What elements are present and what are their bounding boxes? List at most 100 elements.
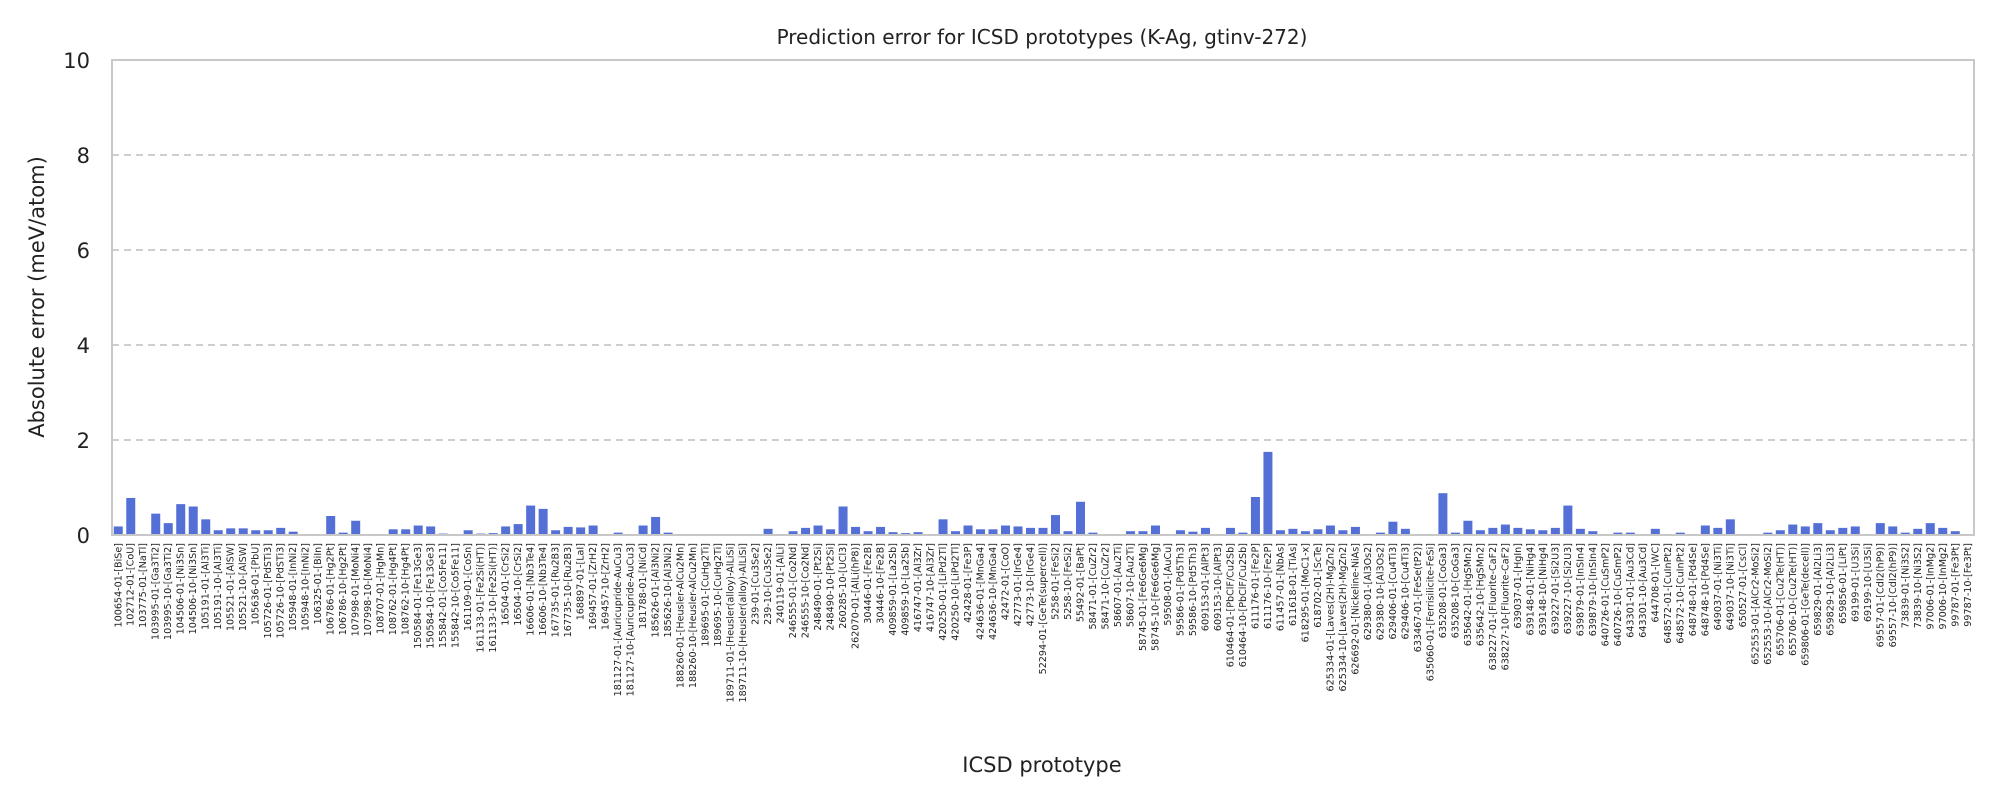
- x-tick-label: 155842-01-[Co5Fe11]: [438, 543, 449, 648]
- x-tick-label: 652553-01-[AlCr2-MoSi2]: [1750, 543, 1761, 665]
- x-tick-label: 58471-01-[CuZr2]: [1088, 543, 1099, 630]
- bar: [1263, 451, 1273, 536]
- x-tick-label: 626692-01-[Nickeline-NiAs]: [1350, 543, 1361, 675]
- x-tick-label: 181127-01-[Auricupride-AuCu3]: [613, 543, 624, 696]
- bar: [913, 532, 923, 535]
- y-tick-label: 8: [77, 144, 90, 168]
- x-tick-label: 639879-01-[InSIn4]: [1575, 543, 1586, 636]
- bar: [501, 526, 511, 535]
- x-tick-label: 240119-01-[AlLi]: [776, 543, 787, 623]
- x-tick-label: 610464-01-[PbClF/Cu2Sb]: [1225, 543, 1236, 667]
- x-tick-label: 73839-10-[Ni3S2]: [1913, 543, 1924, 628]
- x-tick-label: 103775-01-[NaTl]: [138, 543, 149, 628]
- x-tick-label: 167735-01-[Ru2B3]: [551, 543, 562, 637]
- bar: [1013, 526, 1023, 535]
- bar: [1475, 530, 1485, 535]
- x-tick-label: 655706-01-[Cu2Te(HT)]: [1775, 543, 1786, 656]
- x-tick-label: 262070-01-[AlLi(hP8)]: [851, 543, 862, 649]
- bar: [176, 504, 186, 536]
- x-tick-label: 189711-01-[Heusler(alloy)-AlLiSi]: [726, 543, 737, 702]
- x-tick-label: 611176-01-[Fe2P]: [1250, 543, 1261, 629]
- x-tick-label: 659829-01-[Al2Li3]: [1813, 543, 1824, 636]
- x-tick-label: 416747-01-[Al3Zr]: [913, 543, 924, 632]
- x-tick-label: 42428-01-[Fe3P]: [963, 543, 974, 623]
- x-tick-label: 635642-01-[HgSMn2]: [1463, 543, 1474, 646]
- x-tick-label: 189695-10-[CuHg2Ti]: [713, 543, 724, 647]
- x-tick-label: 105191-10-[Al3Ti]: [213, 543, 224, 630]
- x-tick-label: 97006-01-[InMg2]: [1925, 543, 1936, 630]
- x-tick-label: 625334-01-[Laves(2H)-MgZn2]: [1325, 543, 1336, 691]
- x-tick-label: 105521-10-[AlSW]: [238, 543, 249, 631]
- bar: [1088, 532, 1098, 536]
- bar: [888, 532, 898, 535]
- bar: [1550, 527, 1560, 536]
- x-tick-label: 150584-10-[Fe13Ge3]: [426, 543, 437, 649]
- y-tick-label: 10: [63, 49, 90, 73]
- x-tick-label: 648748-01-[Pd4Se]: [1688, 543, 1699, 636]
- bar: [576, 527, 586, 535]
- x-tick-label: 161133-10-[Fe2Si(HT)]: [488, 543, 499, 653]
- bar: [238, 528, 248, 535]
- bar: [1300, 531, 1310, 535]
- bar: [1225, 527, 1235, 536]
- bar: [226, 528, 236, 535]
- bar: [538, 508, 548, 536]
- x-tick-label: 102712-01-[CoU]: [126, 543, 137, 626]
- x-tick-label: 648748-10-[Pd4Se]: [1700, 543, 1711, 636]
- x-tick-label: 188260-10-[Heusler-AlCu2Mn]: [688, 543, 699, 688]
- bar: [263, 530, 273, 535]
- x-tick-label: 185626-01-[Al3Ni2]: [651, 543, 662, 638]
- x-tick-label: 30446-01-[Fe2B]: [863, 543, 874, 624]
- y-axis-label: Absolute error (meV/atom): [25, 156, 49, 438]
- bar: [113, 526, 123, 535]
- x-tick-label: 635208-01-[CoGa3]: [1438, 543, 1449, 638]
- bar: [213, 530, 223, 535]
- bar: [1325, 525, 1335, 535]
- x-tick-label: 640726-01-[CuSmP2]: [1600, 543, 1611, 646]
- x-tick-label: 69199-01-[U3Si]: [1850, 543, 1861, 622]
- x-tick-label: 609153-10-[AlPt3]: [1213, 543, 1224, 631]
- bar: [1388, 521, 1398, 535]
- x-tick-label: 655706-10-[Cu2Te(HT)]: [1788, 543, 1799, 656]
- bar: [276, 527, 286, 536]
- bar: [1950, 531, 1960, 535]
- x-tick-label: 107998-10-[MoNi4]: [363, 543, 374, 636]
- x-tick-label: 638227-01-[Fluorite-CaF2]: [1488, 543, 1499, 670]
- x-tick-label: 42773-01-[IrGe4]: [1013, 543, 1024, 626]
- bar: [1400, 528, 1410, 535]
- x-tick-label: 640726-10-[CuSmP2]: [1613, 543, 1624, 646]
- bar: [463, 530, 473, 535]
- bar: [251, 530, 261, 535]
- bar: [863, 531, 873, 535]
- x-tick-label: 105726-01-[PdSTi3]: [263, 543, 274, 639]
- x-tick-label: 629380-10-[Al3Os2]: [1375, 543, 1386, 640]
- bar: [1813, 523, 1823, 536]
- bar: [1825, 530, 1835, 535]
- bar: [513, 524, 523, 535]
- x-tick-label: 409859-01-[La2Sb]: [888, 543, 899, 636]
- x-tick-label: 648572-01-[CuInPt2]: [1663, 543, 1674, 644]
- bar: [1775, 530, 1785, 535]
- x-tick-label: 59586-10-[Pd5Th3]: [1188, 543, 1199, 636]
- x-tick-label: 610464-10-[PbClF/Cu2Sb]: [1238, 543, 1249, 667]
- bar: [526, 505, 536, 535]
- x-tick-label: 5258-01-[FeSi2]: [1051, 543, 1062, 620]
- x-tick-label: 30446-10-[Fe2B]: [876, 543, 887, 624]
- x-tick-label: 650527-01-[CsCl]: [1738, 543, 1749, 627]
- x-tick-label: 659829-10-[Al2Li3]: [1825, 543, 1836, 636]
- x-tick-label: 239-10-[Cu3Se2]: [763, 543, 774, 625]
- x-tick-label: 169457-10-[ZrH2]: [601, 543, 612, 630]
- x-tick-label: 58745-10-[Fe6Ge6Mg]: [1150, 543, 1161, 651]
- x-tick-label: 100654-01-[BiSe]: [113, 543, 124, 627]
- x-tick-label: 643301-01-[Au3Cd]: [1625, 543, 1636, 638]
- x-tick-label: 16606-10-[Nb3Te4]: [538, 543, 549, 636]
- x-tick-label: 69557-10-[CdI2(hP9)]: [1888, 543, 1899, 647]
- x-axis-ticks: 100654-01-[BiSe] 102712-01-[CoU] 103775-01…: [113, 543, 1974, 702]
- x-tick-label: 659856-01-[LiPt]: [1838, 543, 1849, 624]
- x-tick-label: 611176-10-[Fe2P]: [1263, 543, 1274, 629]
- x-tick-label: 105521-01-[AlSW]: [226, 543, 237, 631]
- x-tick-label: 58745-01-[Fe6Ge6Mg]: [1138, 543, 1149, 651]
- bar: [1438, 493, 1448, 535]
- x-tick-label: 239-01-[Cu3Se2]: [751, 543, 762, 625]
- x-tick-label: 59586-01-[Pd5Th3]: [1175, 543, 1186, 636]
